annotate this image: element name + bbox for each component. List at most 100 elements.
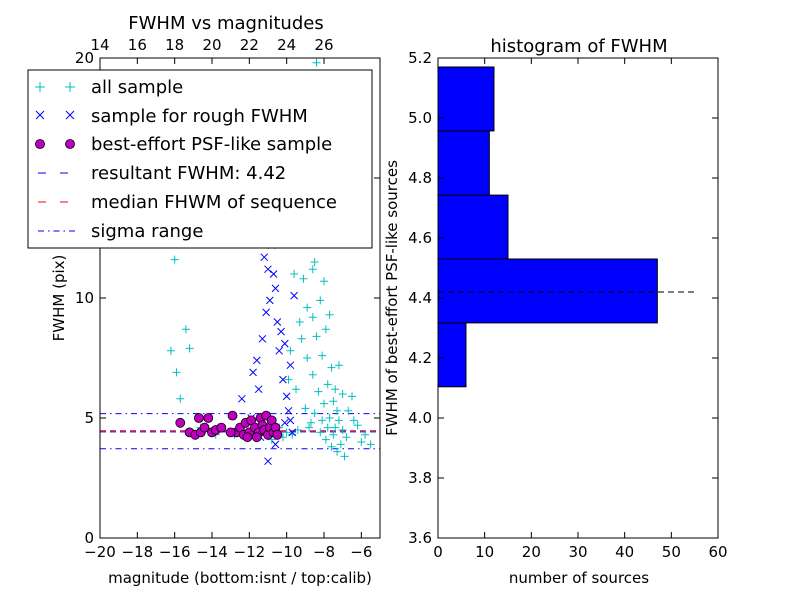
legend-label-median-fwhm: median FHWM of sequence [91, 192, 337, 213]
histogram-y-axis-label: FWHM of best-effort PSF-like sources [383, 160, 401, 436]
scatter-point-all-sample [329, 397, 338, 406]
legend-box [27, 69, 373, 249]
histogram-bar [437, 322, 467, 388]
legend-item-resultant-fwhm: resultant FWHM: 4.42 [38, 163, 286, 184]
scatter-point-psf-like [272, 429, 283, 440]
scatter-top-tick-label: 18 [165, 36, 184, 54]
scatter-point-rough-fwhm [254, 385, 263, 394]
histogram-x-axis-label: number of sources [509, 569, 649, 587]
scatter-x-tick-label: −8 [313, 543, 335, 561]
scatter-y-tick-label: 0 [84, 529, 94, 547]
scatter-top-tick-label: 16 [128, 36, 147, 54]
scatter-point-all-sample [344, 406, 353, 415]
legend-item-psf-like-sample: best-effort PSF-like sample [35, 134, 332, 155]
scatter-point-rough-fwhm [290, 291, 298, 300]
scatter-point-all-sample [312, 332, 321, 341]
scatter-point-all-sample [321, 325, 330, 334]
scatter-point-all-sample [286, 346, 295, 355]
scatter-point-all-sample [303, 354, 312, 362]
scatter-point-all-sample [314, 387, 323, 396]
scatter-point-all-sample [327, 363, 336, 372]
legend-item-median-fwhm: median FHWM of sequence [38, 192, 337, 213]
legend-label-all-sample: all sample [91, 77, 183, 98]
scatter-point-all-sample [331, 423, 340, 432]
scatter-point-psf-like [227, 410, 238, 421]
scatter-legend: all sample sample for rough FWHM best-ef… [27, 69, 373, 249]
histogram-y-tick-label: 4.4 [408, 289, 432, 307]
scatter-x-tick-label: −20 [84, 543, 116, 561]
scatter-point-all-sample [320, 277, 328, 286]
scatter-title: FWHM vs magnitudes [128, 13, 323, 34]
scatter-point-all-sample [316, 296, 325, 305]
histogram-x-tick-label: 50 [662, 543, 681, 561]
scatter-panel: −20−18−16−14−12−10−8−6051015201416182022… [27, 13, 381, 587]
histogram-y-tick-label: 4.2 [408, 349, 432, 367]
scatter-point-all-sample [366, 440, 375, 449]
scatter-point-all-sample [305, 423, 314, 432]
scatter-y-tick-label: 5 [84, 409, 94, 427]
histogram-y-tick-label: 5.0 [408, 109, 432, 127]
scatter-point-all-sample [325, 414, 334, 422]
scatter-top-tick-label: 22 [240, 36, 259, 54]
histogram-bars [437, 66, 658, 388]
legend-marker-plus [35, 82, 75, 92]
scatter-point-rough-fwhm [238, 394, 246, 403]
legend-marker-circle [65, 139, 75, 149]
scatter-point-psf-like [225, 427, 236, 438]
scatter-point-rough-fwhm [262, 308, 270, 317]
scatter-x-tick-label: −6 [350, 543, 372, 561]
legend-label-rough-fwhm-sample: sample for rough FWHM [91, 106, 308, 127]
scatter-point-all-sample [297, 334, 306, 343]
legend-label-psf-like-sample: best-effort PSF-like sample [91, 134, 332, 155]
histogram-bar [437, 66, 495, 132]
scatter-point-all-sample [318, 416, 327, 425]
scatter-point-all-sample [333, 447, 342, 456]
scatter-y-tick-label: 20 [75, 49, 94, 67]
scatter-point-all-sample [282, 428, 291, 437]
scatter-point-rough-fwhm [271, 284, 280, 293]
scatter-point-rough-fwhm [273, 318, 282, 326]
histogram-x-tick-label: 30 [568, 543, 587, 561]
scatter-point-rough-fwhm [271, 440, 280, 449]
scatter-point-rough-fwhm [275, 346, 284, 355]
histogram-y-tick-label: 4.6 [408, 229, 432, 247]
scatter-point-rough-fwhm [280, 418, 289, 427]
scatter-point-all-sample [325, 310, 334, 319]
scatter-point-all-sample [323, 423, 332, 432]
histogram-panel: 0 10 20 30 40 50 60 3.6 3.8 4.0 4.2 4.4 4.6 4.8 5.0 5.2… [383, 36, 728, 587]
scatter-point-all-sample [334, 361, 343, 370]
scatter-point-rough-fwhm [279, 375, 287, 384]
scatter-point-rough-fwhm [282, 392, 291, 401]
scatter-point-all-sample [310, 258, 319, 266]
scatter-point-all-sample [303, 303, 312, 312]
histogram-x-tick-label: 10 [475, 543, 494, 561]
scatter-x-tick-label: −12 [234, 543, 266, 561]
histogram-y-tick-label: 3.8 [408, 469, 432, 487]
legend-label-sigma-range: sigma range [91, 221, 203, 242]
histogram-bar [437, 194, 509, 260]
scatter-point-rough-fwhm [284, 406, 293, 415]
scatter-top-tick-label: 14 [90, 36, 109, 54]
scatter-point-all-sample [176, 394, 185, 403]
scatter-point-psf-like [216, 422, 227, 433]
scatter-point-all-sample [284, 375, 293, 384]
scatter-point-rough-fwhm [258, 334, 267, 343]
scatter-point-psf-like [251, 432, 262, 443]
scatter-point-all-sample [320, 399, 328, 408]
scatter-point-psf-like [242, 432, 253, 443]
scatter-point-all-sample [357, 438, 366, 446]
scatter-point-all-sample [172, 368, 181, 377]
scatter-x-tick-label: −10 [271, 543, 303, 561]
scatter-point-psf-like [199, 422, 210, 433]
scatter-point-rough-fwhm [280, 339, 289, 348]
scatter-point-rough-fwhm [286, 416, 295, 425]
scatter-point-all-sample [308, 370, 317, 379]
scatter-point-all-sample [331, 385, 340, 394]
histogram-y-tick-label: 3.6 [408, 529, 432, 547]
scatter-point-all-sample [333, 406, 342, 415]
histogram-bar [437, 130, 490, 196]
scatter-x-tick-label: −16 [159, 543, 191, 561]
histogram-y-tick-label: 4.8 [408, 169, 432, 187]
scatter-point-all-sample [299, 274, 308, 283]
histogram-x-tick-label: 0 [433, 543, 443, 561]
